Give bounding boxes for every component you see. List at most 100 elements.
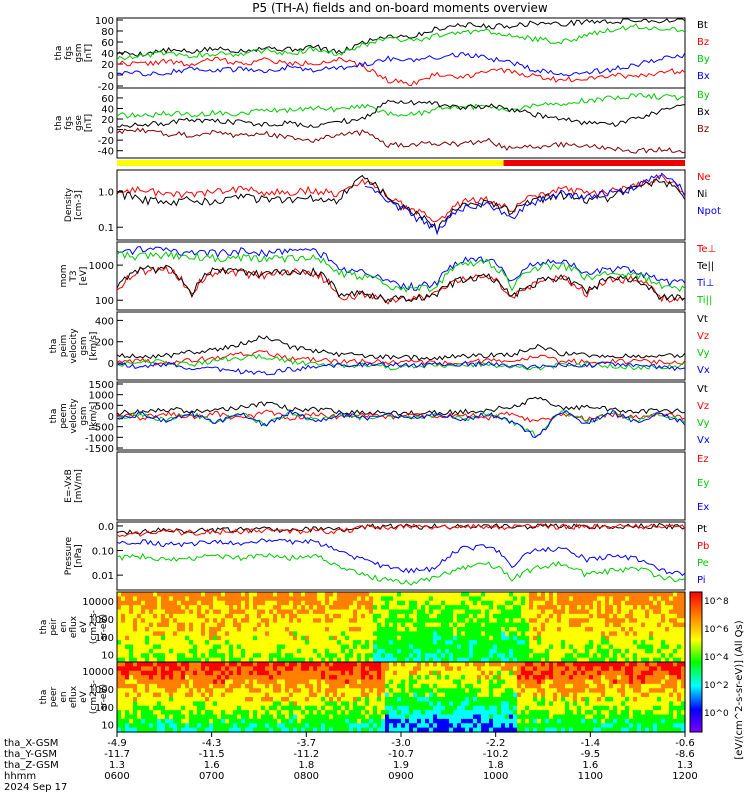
heatmap-cell <box>605 627 610 632</box>
heatmap-cell <box>313 627 318 632</box>
heatmap-cell <box>441 640 446 646</box>
heatmap-cell <box>673 701 678 707</box>
heatmap-cell <box>405 622 410 628</box>
heatmap-cell <box>585 613 590 619</box>
heatmap-cell <box>133 666 138 672</box>
heatmap-cell <box>325 635 330 641</box>
heatmap-cell <box>321 688 326 694</box>
heatmap-cell <box>241 666 246 672</box>
heatmap-cell <box>409 697 414 702</box>
heatmap-cell <box>593 640 598 646</box>
heatmap-cell <box>197 662 202 667</box>
heatmap-cell <box>389 670 394 676</box>
heatmap-cell <box>277 662 282 667</box>
heatmap-cell <box>505 657 510 663</box>
heatmap-cell <box>553 727 558 733</box>
heatmap-cell <box>501 592 506 597</box>
heatmap-cell <box>245 657 250 663</box>
heatmap-cell <box>617 675 622 681</box>
heatmap-cell <box>269 723 274 729</box>
heatmap-cell <box>453 692 458 698</box>
heatmap-cell <box>461 666 466 672</box>
heatmap-cell <box>541 705 546 711</box>
heatmap-cell <box>409 609 414 615</box>
heatmap-cell <box>353 592 358 597</box>
heatmap-cell <box>185 644 190 650</box>
heatmap-cell <box>569 718 574 724</box>
heatmap-cell <box>569 688 574 694</box>
heatmap-cell <box>497 618 502 624</box>
heatmap-cell <box>557 714 562 720</box>
heatmap-cell <box>273 723 278 729</box>
heatmap-cell <box>297 622 302 628</box>
heatmap-cell <box>169 688 174 694</box>
heatmap-cell <box>657 644 662 650</box>
heatmap-cell <box>569 618 574 624</box>
heatmap-cell <box>125 600 130 606</box>
heatmap-cell <box>385 710 390 716</box>
heatmap-cell <box>577 596 582 602</box>
heatmap-cell <box>665 697 670 702</box>
heatmap-cell <box>541 592 546 597</box>
panel-frame <box>116 17 686 89</box>
heatmap-cell <box>333 705 338 711</box>
heatmap-cell <box>589 618 594 624</box>
heatmap-cell <box>381 657 386 663</box>
heatmap-cell <box>205 670 210 676</box>
heatmap-cell <box>441 627 446 632</box>
heatmap-cell <box>185 631 190 637</box>
heatmap-cell <box>409 592 414 597</box>
heatmap-cell <box>161 657 166 663</box>
heatmap-cell <box>381 675 386 681</box>
heatmap-cell <box>289 640 294 646</box>
heatmap-cell <box>317 679 322 685</box>
heatmap-cell <box>201 592 206 597</box>
heatmap-cell <box>413 662 418 667</box>
heatmap-cell <box>345 727 350 733</box>
heatmap-cell <box>229 635 234 641</box>
heatmap-cell <box>217 727 222 733</box>
heatmap-cell <box>541 648 546 654</box>
heatmap-cell <box>193 613 198 619</box>
heatmap-cell <box>477 596 482 602</box>
heatmap-cell <box>277 635 282 641</box>
heatmap-cell <box>365 631 370 637</box>
heatmap-cell <box>381 670 386 676</box>
heatmap-cell <box>265 631 270 637</box>
heatmap-cell <box>241 727 246 733</box>
heatmap-cell <box>545 688 550 694</box>
heatmap-cell <box>657 675 662 681</box>
heatmap-cell <box>673 718 678 724</box>
heatmap-cell <box>589 631 594 637</box>
heatmap-cell <box>321 666 326 672</box>
heatmap-cell <box>413 697 418 702</box>
heatmap-cell <box>573 727 578 733</box>
heatmap-cell <box>273 675 278 681</box>
heatmap-cell <box>645 622 650 628</box>
heatmap-cell <box>209 640 214 646</box>
heatmap-cell <box>621 679 626 685</box>
heatmap-cell <box>369 697 374 702</box>
heatmap-cell <box>145 705 150 711</box>
ytick-label: 1000 <box>89 261 114 272</box>
heatmap-cell <box>261 710 266 716</box>
heatmap-cell <box>377 679 382 685</box>
heatmap-cell <box>429 688 434 694</box>
heatmap-cell <box>557 613 562 619</box>
heatmap-cell <box>361 701 366 707</box>
heatmap-cell <box>365 683 370 689</box>
heatmap-cell <box>301 705 306 711</box>
heatmap-cell <box>213 666 218 672</box>
heatmap-cell <box>273 596 278 602</box>
heatmap-cell <box>597 657 602 663</box>
heatmap-cell <box>577 635 582 641</box>
heatmap-cell <box>369 727 374 733</box>
heatmap-cell <box>453 592 458 597</box>
heatmap-cell <box>261 670 266 676</box>
heatmap-cell <box>289 644 294 650</box>
heatmap-cell <box>657 596 662 602</box>
heatmap-cell <box>429 679 434 685</box>
ytick-label: 0.01 <box>92 571 114 582</box>
heatmap-cell <box>149 596 154 602</box>
heatmap-cell <box>229 727 234 733</box>
